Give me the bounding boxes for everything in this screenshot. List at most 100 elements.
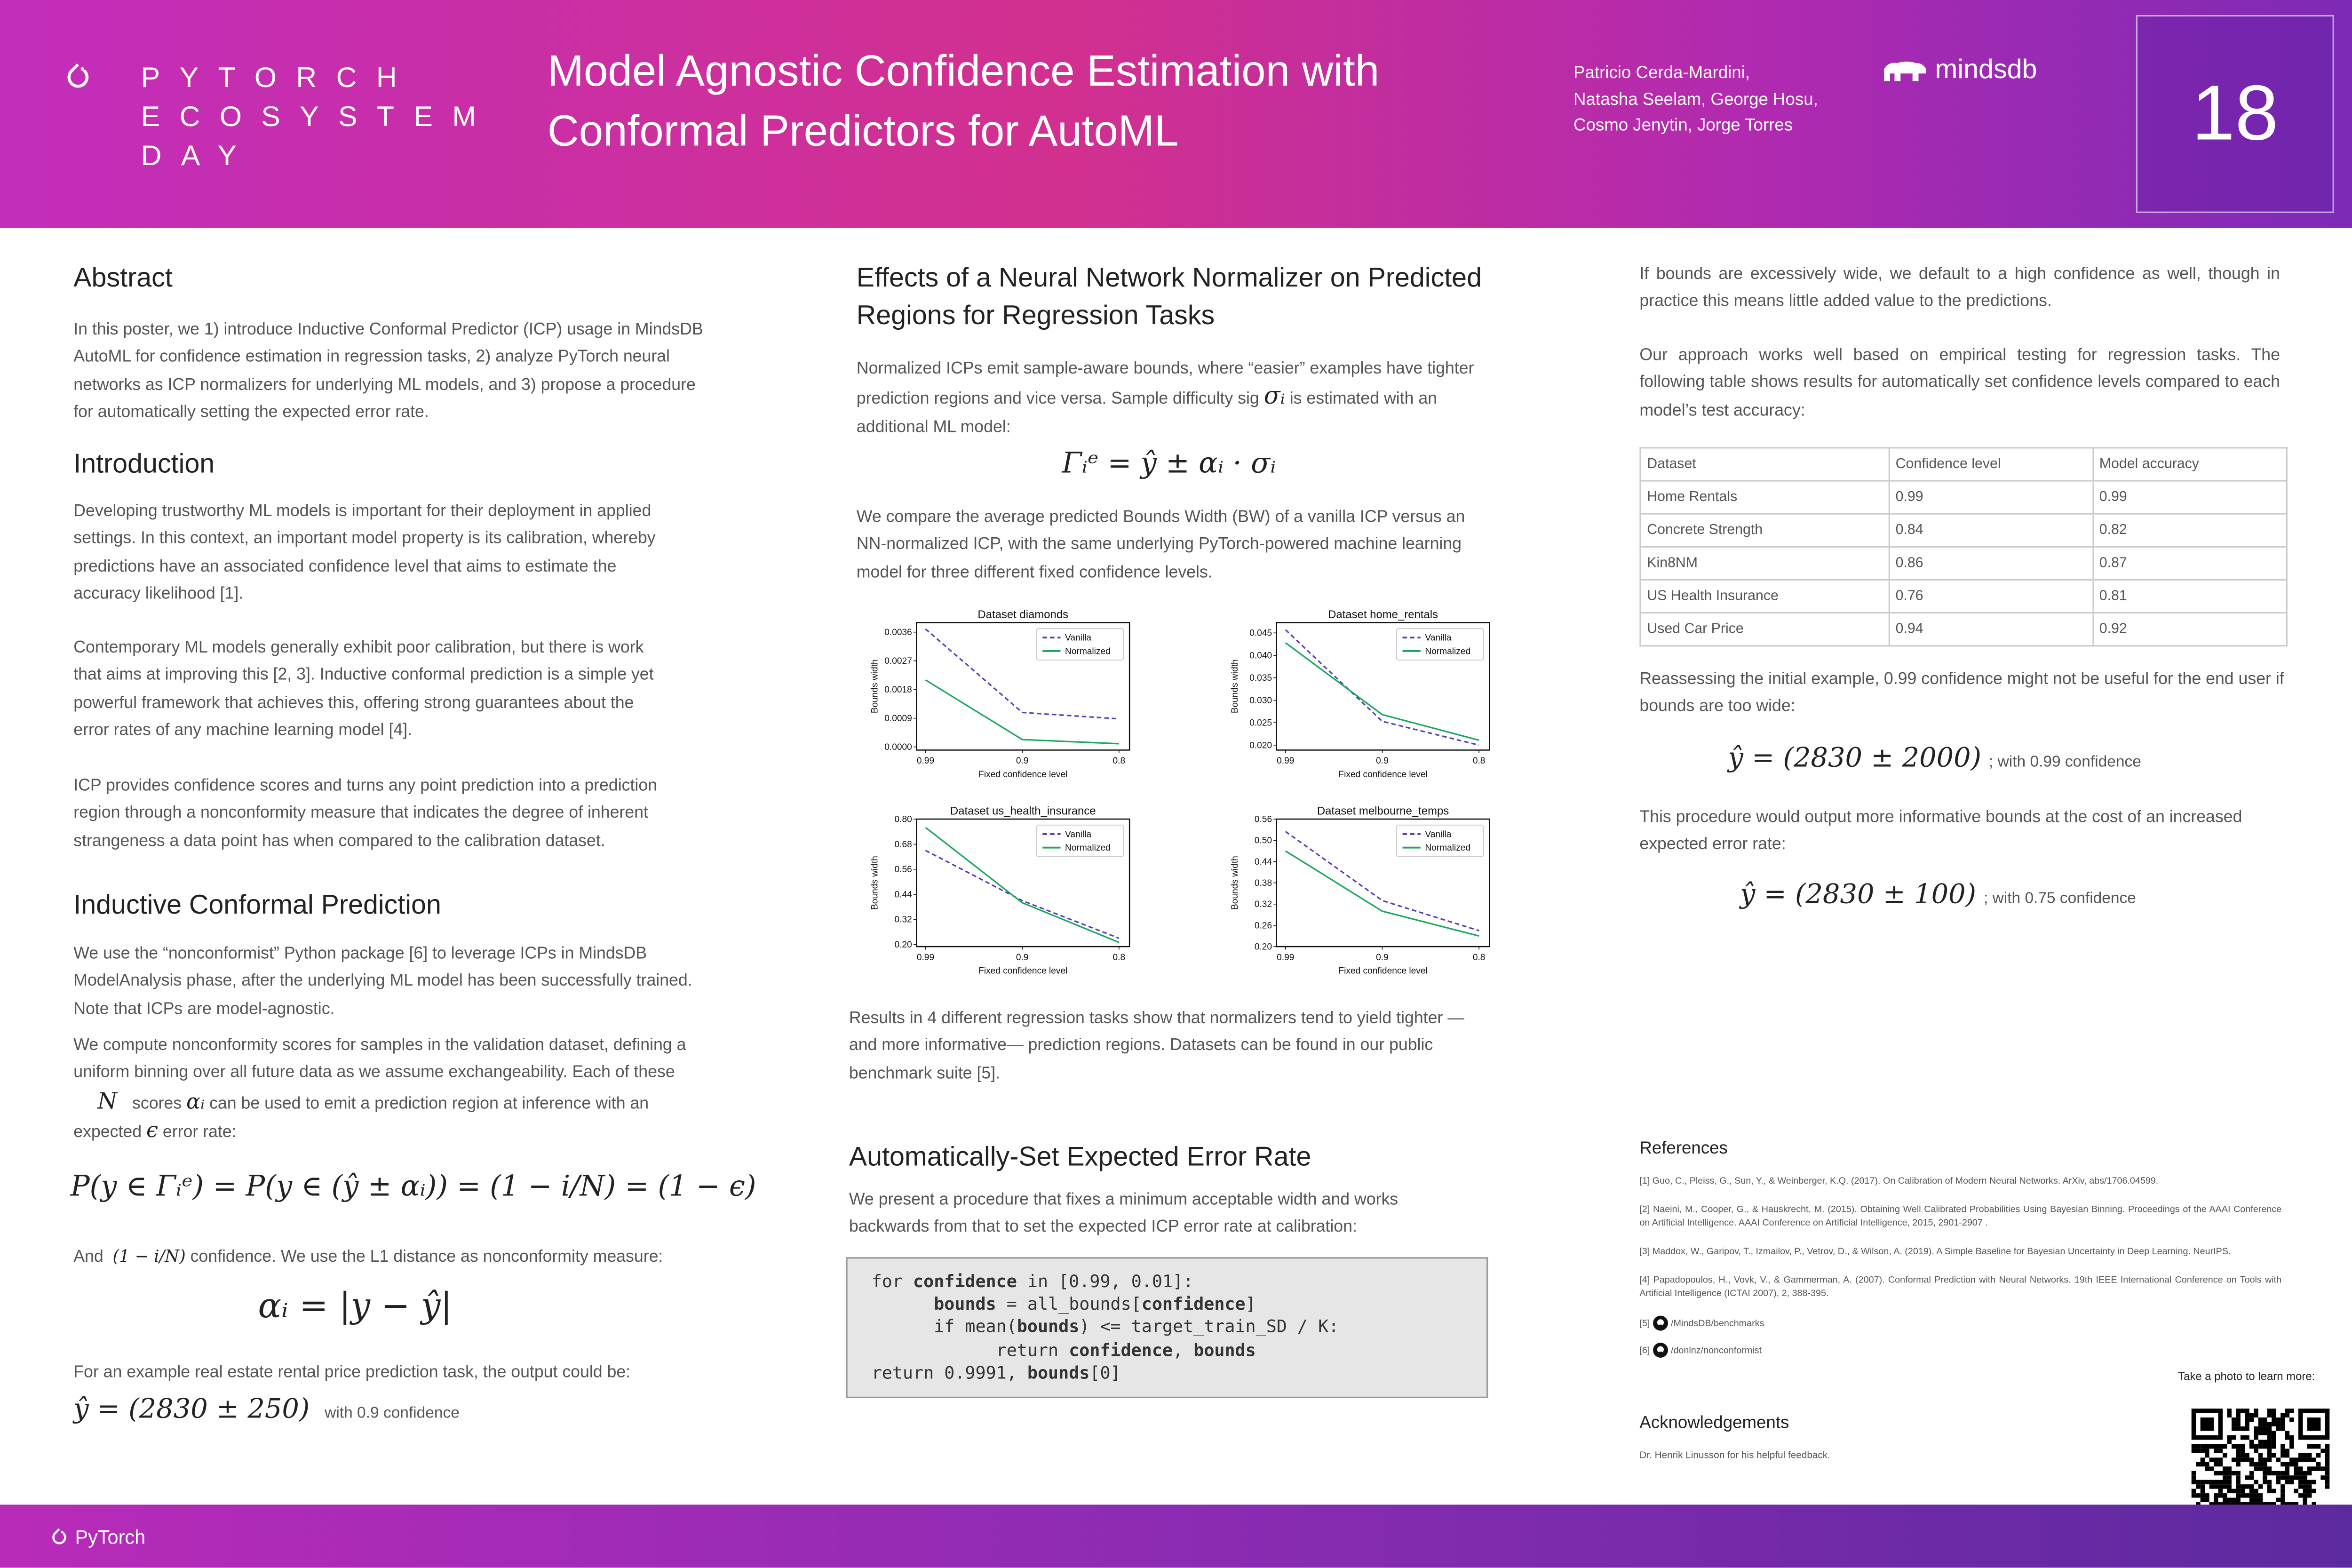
qr-module xyxy=(2254,1497,2258,1503)
qr-module xyxy=(2214,1480,2218,1485)
author-line: Natasha Seelam, George Hosu, xyxy=(1573,90,1818,109)
series-line-vanilla xyxy=(925,850,1120,939)
qr-module xyxy=(2196,1484,2201,1489)
right-paragraph: If bounds are excessively wide, we defau… xyxy=(1639,265,2280,311)
qr-module xyxy=(2196,1502,2201,1507)
y-tick-label: 0.030 xyxy=(1249,696,1272,706)
qr-module xyxy=(2245,1475,2249,1480)
qr-module xyxy=(2285,1502,2290,1507)
column-header: Confidence level xyxy=(1888,447,2094,482)
qr-module xyxy=(2191,1480,2196,1485)
reference-item[interactable]: [5] /MindsDB/benchmarks xyxy=(1639,1315,2281,1331)
auto-paragraph: We present a procedure that fixes a mini… xyxy=(849,1191,1398,1237)
ref-number: [6] xyxy=(1639,1345,1650,1356)
qr-module xyxy=(2218,1471,2223,1476)
x-tick-label: 0.8 xyxy=(1113,953,1126,963)
qr-module xyxy=(2245,1435,2249,1440)
plot-frame xyxy=(916,818,1130,947)
qr-module xyxy=(2249,1497,2254,1503)
intro-paragraph: ICP provides confidence scores and turns… xyxy=(73,777,658,850)
x-tick-label: 0.99 xyxy=(917,756,934,766)
reference-item[interactable]: [6] /donlnz/nonconformist xyxy=(1639,1342,2281,1358)
qr-module xyxy=(2267,1453,2272,1458)
qr-module xyxy=(2276,1475,2281,1480)
qr-module xyxy=(2316,1444,2321,1449)
y-tick-label: 0.38 xyxy=(1255,878,1272,888)
qr-module xyxy=(2205,1497,2209,1503)
qr-module xyxy=(2258,1426,2263,1431)
qr-module xyxy=(2325,1480,2330,1485)
table-cell: 0.87 xyxy=(2091,546,2288,581)
table-cell: 0.92 xyxy=(2091,612,2288,647)
qr-module xyxy=(2289,1457,2294,1462)
qr-module xyxy=(2285,1449,2290,1453)
x-tick-label: 0.9 xyxy=(1376,756,1389,766)
icp-heading: Inductive Conformal Prediction xyxy=(73,889,441,920)
qr-module xyxy=(2303,1493,2307,1498)
qr-module xyxy=(2245,1457,2249,1462)
qr-module xyxy=(2298,1457,2303,1462)
code-line: bounds = all_bounds[confidence] xyxy=(934,1293,1256,1315)
qr-module xyxy=(2280,1502,2285,1507)
qr-module xyxy=(2307,1466,2312,1471)
qr-module xyxy=(2236,1493,2241,1498)
text: And xyxy=(73,1248,103,1266)
github-link[interactable]: /donlnz/nonconformist xyxy=(1670,1345,1762,1356)
qr-module xyxy=(2200,1488,2205,1494)
auto-heading: Automatically-Set Expected Error Rate xyxy=(849,1141,1311,1172)
y-tick-label: 0.44 xyxy=(1255,857,1272,867)
confidence-note: ; with 0.75 confidence xyxy=(1983,889,2136,908)
title-line: Conformal Predictors for AutoML xyxy=(547,108,1179,156)
abstract-heading: Abstract xyxy=(73,263,173,293)
text: Normalized ICPs emit sample-aware bounds… xyxy=(856,360,1474,409)
qr-module xyxy=(2258,1457,2263,1462)
qr-module xyxy=(2205,1462,2209,1467)
effects-heading: Effects of a Neural Network Normalizer o… xyxy=(856,263,1482,330)
qr-module xyxy=(2240,1457,2245,1462)
qr-module xyxy=(2316,1462,2321,1467)
x-axis-label: Fixed confidence level xyxy=(1338,770,1427,780)
qr-module xyxy=(2267,1426,2272,1431)
series-line-normalized xyxy=(1285,850,1479,937)
qr-module xyxy=(2267,1413,2272,1418)
qr-module xyxy=(2294,1457,2299,1462)
qr-module xyxy=(2263,1444,2267,1449)
qr-module xyxy=(2236,1462,2241,1467)
qr-module xyxy=(2276,1422,2281,1427)
qr-module xyxy=(2263,1417,2267,1422)
qr-module xyxy=(2280,1449,2285,1453)
qr-module xyxy=(2298,1480,2303,1485)
confidence-note: ; with 0.99 confidence xyxy=(1989,753,2141,772)
output-equation: ŷ = (2830 ± 100) xyxy=(1740,879,1977,911)
qr-module xyxy=(2245,1493,2249,1498)
qr-module xyxy=(2254,1462,2258,1467)
qr-module xyxy=(2263,1426,2267,1431)
github-link[interactable]: /MindsDB/benchmarks xyxy=(1670,1318,1764,1329)
qr-module xyxy=(2289,1440,2294,1444)
qr-module xyxy=(2223,1484,2227,1489)
qr-module xyxy=(2223,1502,2227,1507)
table-row: Kin8NM 0.86 0.87 xyxy=(1639,546,2288,581)
qr-module xyxy=(2303,1497,2307,1503)
plot-frame xyxy=(1276,622,1490,751)
qr-module xyxy=(2205,1466,2209,1471)
qr-module xyxy=(2231,1471,2236,1476)
qr-finder xyxy=(2200,1417,2214,1431)
qr-module xyxy=(2209,1466,2214,1471)
math-epsilon: ϵ xyxy=(146,1119,158,1144)
qr-module xyxy=(2263,1440,2267,1444)
mindsdb-wordmark: mindsdb xyxy=(1935,54,2037,84)
references-heading: References xyxy=(1639,1140,1728,1158)
code-line: if mean(bounds) <= target_train_SD / K: xyxy=(871,1316,1339,1337)
qr-module xyxy=(2267,1480,2272,1485)
qr-module xyxy=(2245,1413,2249,1418)
qr-module xyxy=(2280,1426,2285,1431)
chart-title: Dataset home_rentals xyxy=(1328,608,1438,621)
pytorch-flame-icon xyxy=(67,63,89,88)
qr-module xyxy=(2272,1453,2276,1458)
qr-module xyxy=(2276,1417,2281,1422)
qr-module xyxy=(2254,1466,2258,1471)
y-axis-label: Bounds width xyxy=(1230,856,1240,910)
qr-module xyxy=(2303,1475,2307,1480)
qr-module xyxy=(2236,1471,2241,1476)
